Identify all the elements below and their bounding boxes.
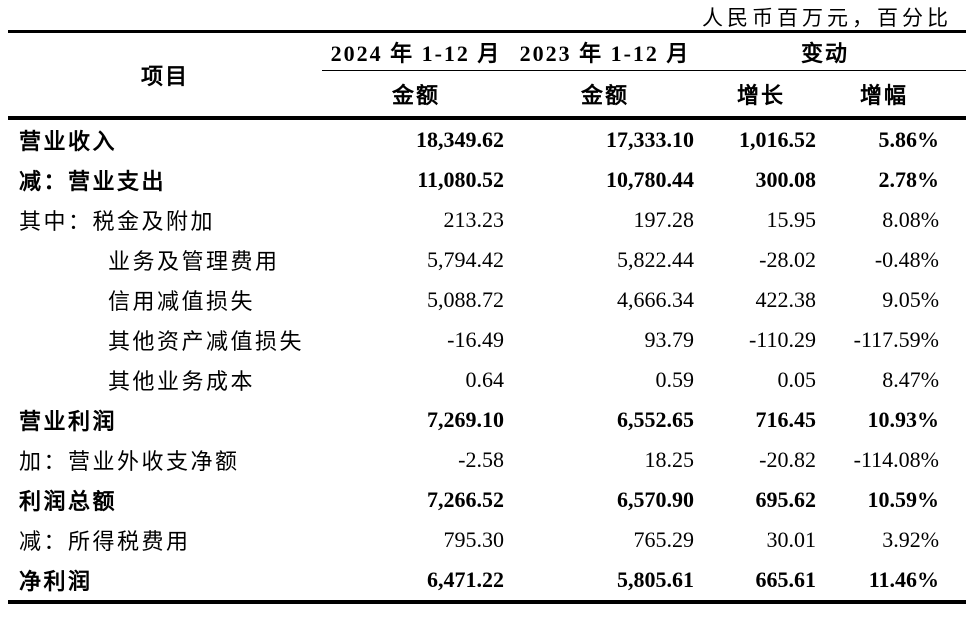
amount-2024-cell: 795.30 [443, 527, 505, 552]
table-row: 其他业务成本 0.64 0.59 0.05 8.47% [8, 360, 966, 400]
row-label: 其中：税金及附加 [19, 209, 216, 234]
header-row-subcolumns: 金额 金额 增长 增幅 [8, 70, 967, 120]
amount-2024-cell: 11,080.52 [417, 167, 504, 192]
growth-rate-cell: -117.59% [853, 327, 940, 352]
amount-2023-cell: 10,780.44 [606, 167, 694, 192]
growth-cell: 300.08 [755, 167, 817, 192]
header-item: 项目 [8, 30, 322, 120]
amount-2024-cell: 213.23 [443, 207, 505, 232]
growth-rate-cell: 2.78% [878, 167, 940, 192]
amount-2023-cell: 0.59 [655, 367, 695, 392]
growth-rate-cell: 8.47% [882, 367, 940, 392]
table-header: 项目 2024 年 1-12 月 2023 年 1-12 月 变动 金额 金额 … [8, 30, 967, 120]
amount-2023-cell: 5,822.44 [617, 247, 694, 272]
table-body: 营业收入 18,349.62 17,333.10 1,016.52 5.86% 减：营业支… [8, 118, 967, 604]
table-row: 其他资产减值损失 -16.49 93.79 -110.29 -117.59% [8, 320, 966, 360]
table-row: 减：营业支出 11,080.52 10,780.44 300.08 2.78% [8, 160, 966, 200]
header-growth-rate: 增幅 [822, 70, 967, 120]
amount-2023-cell: 6,552.65 [617, 407, 694, 432]
row-label: 信用减值损失 [108, 289, 256, 314]
row-label: 其他资产减值损失 [108, 329, 305, 354]
growth-cell: 0.05 [777, 367, 817, 392]
growth-cell: -20.82 [759, 447, 816, 472]
growth-rate-cell: 8.08% [882, 207, 940, 232]
table-row: 加：营业外收支净额 -2.58 18.25 -20.82 -114.08% [8, 440, 966, 480]
table-row: 业务及管理费用 5,794.42 5,822.44 -28.02 -0.48% [8, 240, 966, 280]
amount-2023-cell: 6,570.90 [617, 487, 694, 512]
header-period-2023: 2023 年 1-12 月 [510, 30, 700, 71]
growth-rate-cell: 10.59% [867, 487, 940, 512]
growth-cell: 716.45 [755, 407, 817, 432]
row-label: 减：所得税费用 [19, 529, 191, 554]
amount-2023-cell: 93.79 [644, 327, 695, 352]
amount-2024-cell: -16.49 [447, 327, 504, 352]
growth-rate-cell: 5.86% [878, 127, 940, 152]
amount-2023-cell: 4,666.34 [617, 287, 694, 312]
row-label: 减：营业支出 [19, 169, 167, 194]
row-label: 业务及管理费用 [108, 249, 280, 274]
growth-cell: 1,016.52 [739, 127, 816, 152]
table-row: 利润总额 7,266.52 6,570.90 695.62 10.59% [8, 480, 966, 520]
amount-2024-cell: -2.58 [458, 447, 504, 472]
header-amount-2024: 金额 [322, 70, 510, 120]
table-row: 营业收入 18,349.62 17,333.10 1,016.52 5.86% [8, 118, 966, 160]
income-statement-table: 项目 2024 年 1-12 月 2023 年 1-12 月 变动 金额 金额 … [8, 30, 967, 604]
row-label: 加：营业外收支净额 [19, 449, 240, 474]
growth-rate-cell: 9.05% [882, 287, 940, 312]
growth-cell: 15.95 [766, 207, 817, 232]
units-caption: 人民币百万元，百分比 [702, 6, 952, 30]
table-row: 其中：税金及附加 213.23 197.28 15.95 8.08% [8, 200, 966, 240]
growth-rate-cell: -114.08% [853, 447, 940, 472]
growth-cell: 665.61 [700, 560, 822, 604]
amount-2024-cell: 18,349.62 [416, 127, 504, 152]
growth-rate-cell: -0.48% [874, 247, 940, 272]
row-label: 营业收入 [19, 129, 118, 154]
amount-2023-cell: 5,805.61 [510, 560, 700, 604]
amount-2024-cell: 6,471.22 [322, 560, 510, 604]
amount-2023-cell: 765.29 [633, 527, 695, 552]
growth-rate-cell: 10.93% [867, 407, 940, 432]
table-row: 营业利润 7,269.10 6,552.65 716.45 10.93% [8, 400, 966, 440]
growth-rate-cell: 3.92% [882, 527, 940, 552]
growth-cell: 422.38 [755, 287, 817, 312]
amount-2024-cell: 7,269.10 [427, 407, 504, 432]
table-row: 信用减值损失 5,088.72 4,666.34 422.38 9.05% [8, 280, 966, 320]
amount-2024-cell: 5,794.42 [427, 247, 504, 272]
header-amount-2023: 金额 [510, 70, 700, 120]
table-row: 净利润 6,471.22 5,805.61 665.61 11.46% [8, 560, 967, 604]
header-growth: 增长 [700, 70, 822, 120]
header-row-periods: 项目 2024 年 1-12 月 2023 年 1-12 月 变动 [8, 30, 967, 120]
amount-2024-cell: 0.64 [465, 367, 505, 392]
header-period-2024: 2024 年 1-12 月 [322, 30, 510, 71]
row-label: 净利润 [8, 560, 322, 604]
growth-cell: -28.02 [759, 247, 816, 272]
amount-2023-cell: 18.25 [644, 447, 695, 472]
amount-2024-cell: 5,088.72 [427, 287, 504, 312]
growth-cell: 30.01 [766, 527, 817, 552]
amount-2024-cell: 7,266.52 [427, 487, 504, 512]
table-row: 减：所得税费用 795.30 765.29 30.01 3.92% [8, 520, 966, 560]
row-label: 利润总额 [19, 489, 118, 514]
amount-2023-cell: 197.28 [633, 207, 695, 232]
growth-cell: -110.29 [748, 327, 816, 352]
amount-2023-cell: 17,333.10 [606, 127, 694, 152]
growth-rate-cell: 11.46% [822, 560, 967, 604]
row-label: 营业利润 [19, 409, 118, 434]
header-change: 变动 [700, 30, 967, 71]
row-label: 其他业务成本 [108, 369, 256, 394]
growth-cell: 695.62 [755, 487, 817, 512]
